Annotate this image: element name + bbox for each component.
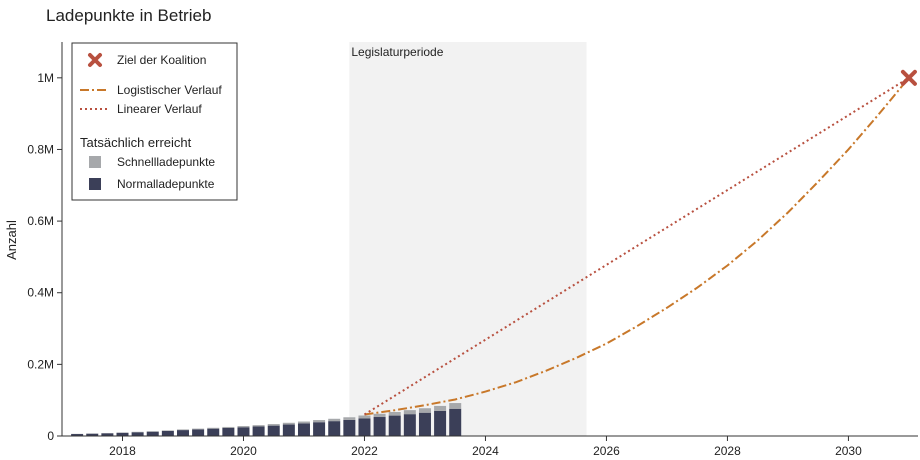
bar-fast: [373, 413, 386, 418]
y-axis-label: Anzahl: [4, 220, 19, 260]
chart-title: Ladepunkte in Betrieb: [46, 6, 212, 25]
bar-fast: [388, 412, 401, 416]
bar-fast: [358, 415, 371, 419]
bars-group: [71, 403, 462, 436]
logistic-trend-line: [364, 77, 910, 416]
bar-fast: [146, 431, 159, 432]
bar-normal: [373, 417, 386, 436]
legend-entry-label: Schnellladepunkte: [117, 155, 215, 169]
legend-entry-label: Ziel der Koalition: [117, 53, 206, 67]
legislative-period-band: [349, 42, 587, 436]
bar-fast: [267, 424, 280, 426]
y-tick-label: 1M: [37, 71, 54, 85]
bar-normal: [131, 432, 144, 436]
legend-group-title: Tatsächlich erreicht: [80, 135, 192, 150]
bar-normal: [222, 427, 235, 436]
legend-box: [71, 42, 238, 201]
legend-entry-label: Normalladepunkte: [117, 177, 215, 191]
bar-normal: [449, 408, 462, 436]
bar-normal: [297, 423, 310, 436]
legend: Tatsächlich erreicht Ziel der Koalition L…: [71, 42, 238, 201]
bar-normal: [71, 434, 84, 436]
bar-fast: [313, 420, 326, 423]
x-tick-label: 2018: [109, 444, 136, 458]
legend-square-swatch: [89, 156, 101, 168]
legend-entry-label: Linearer Verlauf: [117, 102, 202, 116]
x-tick-label: 2020: [230, 444, 257, 458]
bar-normal: [146, 431, 159, 436]
bar-normal: [343, 419, 356, 436]
bar-fast: [192, 428, 205, 430]
bar-normal: [237, 427, 250, 436]
linear-trend-line: [363, 76, 910, 416]
bar-normal: [192, 429, 205, 436]
bar-normal: [313, 422, 326, 436]
bar-normal: [328, 421, 341, 436]
x-tick-label: 2026: [593, 444, 620, 458]
bar-fast: [176, 429, 189, 431]
y-tick-label: 0.2M: [27, 357, 54, 371]
bar-fast: [207, 427, 220, 429]
bar-normal: [86, 433, 99, 436]
bar-normal: [252, 426, 265, 436]
bar-fast: [282, 422, 295, 425]
bar-fast: [418, 408, 431, 413]
bar-normal: [358, 418, 371, 436]
x-tick-label: 2022: [351, 444, 378, 458]
bar-fast: [237, 426, 250, 428]
bar-normal: [207, 428, 220, 436]
bar-normal: [388, 415, 401, 436]
y-tick-label: 0: [47, 429, 54, 443]
legislative-period-label: Legislaturperiode: [351, 45, 443, 59]
bar-normal: [101, 433, 114, 436]
lines-group: [363, 76, 910, 416]
legend-target-marker: [88, 53, 102, 67]
bar-normal: [176, 430, 189, 436]
bar-fast: [222, 426, 235, 428]
bar-fast: [328, 418, 341, 422]
bar-normal: [434, 410, 447, 436]
axes-group: 0 0.2M 0.4M 0.6M 0.8M 1M 2018 2020 2022 2024 2026 2…: [27, 42, 918, 458]
bar-fast: [343, 417, 356, 420]
y-tick-label: 0.8M: [27, 142, 54, 156]
bar-fast: [161, 430, 174, 431]
y-tick-label: 0.6M: [27, 214, 54, 228]
y-tick-label: 0.4M: [27, 286, 54, 300]
bar-fast: [449, 403, 462, 409]
bar-normal: [267, 425, 280, 436]
target-group: [900, 69, 917, 86]
bar-normal: [161, 430, 174, 436]
bar-fast: [252, 425, 265, 427]
bar-normal: [116, 432, 129, 436]
bar-normal: [418, 412, 431, 436]
bar-fast: [297, 421, 310, 424]
legend-square-swatch: [89, 178, 101, 190]
target-marker-stroke: [900, 69, 917, 86]
bar-normal: [282, 424, 295, 436]
bar-fast: [434, 405, 447, 411]
legend-entry-label: Logistischer Verlauf: [117, 83, 222, 97]
bar-fast: [403, 410, 416, 415]
x-tick-label: 2024: [472, 444, 499, 458]
x-tick-label: 2030: [835, 444, 862, 458]
bar-normal: [403, 414, 416, 436]
x-tick-label: 2028: [714, 444, 741, 458]
